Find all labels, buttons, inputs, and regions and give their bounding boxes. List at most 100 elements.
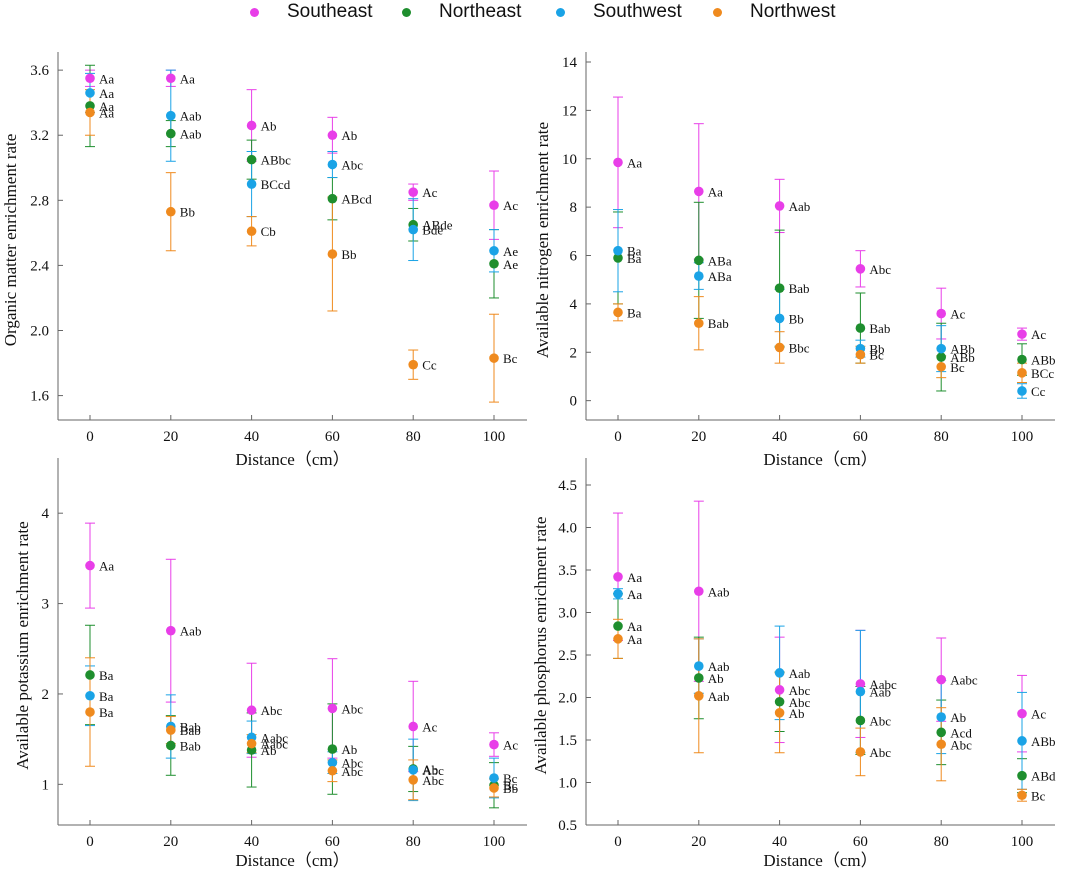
point-label-southwest: Aa xyxy=(99,86,114,101)
x-tick-label: 60 xyxy=(325,429,340,445)
point-label-northwest: Bab xyxy=(180,723,201,738)
point-label-southwest: Aab xyxy=(789,666,811,681)
y-tick-label: 3.2 xyxy=(30,128,49,144)
point-southwest xyxy=(936,343,946,354)
y-tick-label: 2.5 xyxy=(558,648,577,664)
point-label-southwest: Aa xyxy=(627,587,642,602)
point-southeast xyxy=(408,721,419,732)
point-label-southwest: Aab xyxy=(708,659,730,674)
point-label-northeast: ABde xyxy=(422,218,453,233)
y-tick-label: 2 xyxy=(42,687,50,703)
point-label-southwest: Aab xyxy=(180,109,202,124)
x-tick-label: 0 xyxy=(86,834,94,850)
point-label-southeast: Ac xyxy=(422,719,437,734)
x-tick-label: 40 xyxy=(244,834,259,850)
point-label-southwest: Abc xyxy=(341,158,363,173)
point-label-northeast: Abc xyxy=(789,695,811,710)
x-tick-label: 20 xyxy=(163,429,178,445)
point-southwest xyxy=(1017,386,1027,396)
point-northeast xyxy=(85,670,95,680)
x-tick-label: 20 xyxy=(163,834,178,850)
point-southeast xyxy=(936,308,946,319)
point-northwest xyxy=(408,359,419,370)
point-southwest xyxy=(855,686,866,697)
point-northeast xyxy=(613,621,623,631)
point-northwest xyxy=(85,107,95,118)
point-label-northeast: ABcd xyxy=(341,192,372,207)
point-label-southwest: Aabc xyxy=(261,730,289,745)
point-label-southwest: Bb xyxy=(869,342,884,357)
legend-label-southwest: Southwest xyxy=(593,1,682,22)
point-label-northeast: Ab xyxy=(261,743,277,758)
point-label-southwest: ABa xyxy=(708,269,732,284)
point-label-southwest: Ba xyxy=(627,244,642,259)
x-tick-label: 100 xyxy=(1011,429,1034,445)
point-label-southwest: Aab xyxy=(869,685,891,700)
point-label-northeast: Ba xyxy=(627,251,642,266)
point-label-northeast: Aab xyxy=(180,127,202,142)
y-tick-label: 2.0 xyxy=(558,691,577,707)
y-tick-label: 4 xyxy=(570,297,578,313)
point-northeast xyxy=(246,154,257,165)
point-southwest xyxy=(694,271,704,281)
point-label-northeast: Bab xyxy=(869,321,890,336)
point-label-northeast: ABa xyxy=(708,253,732,268)
point-southwest xyxy=(489,773,499,783)
point-northeast xyxy=(774,283,785,293)
point-northeast xyxy=(936,352,946,362)
point-northwest xyxy=(246,738,257,749)
x-tick-label: 80 xyxy=(934,429,949,445)
point-label-southeast: Ac xyxy=(950,307,965,322)
point-northeast xyxy=(1017,354,1027,365)
point-northeast xyxy=(1017,770,1027,781)
point-label-northeast: Ae xyxy=(503,257,518,272)
x-tick-label: 20 xyxy=(691,429,706,445)
x-tick-label: 20 xyxy=(691,834,706,850)
y-tick-label: 3.5 xyxy=(558,563,577,579)
point-northwest xyxy=(855,349,866,360)
point-label-southeast: Ab xyxy=(261,118,277,133)
y-axis-label: Available potassium enrichment rate xyxy=(13,521,32,769)
point-label-southeast: Abc xyxy=(261,703,283,718)
point-southwest xyxy=(613,245,623,256)
y-tick-label: 2.8 xyxy=(30,193,49,209)
point-southwest xyxy=(408,224,419,235)
point-label-northwest: Bc xyxy=(503,351,518,366)
point-southwest xyxy=(936,712,946,722)
point-label-southwest: BCcd xyxy=(261,177,291,192)
point-southeast xyxy=(613,157,623,168)
point-southeast xyxy=(489,739,499,750)
point-label-northwest: Cb xyxy=(261,224,276,239)
point-label-northeast: ABd xyxy=(1031,769,1056,784)
point-southeast xyxy=(327,130,338,141)
legend-marker-southeast xyxy=(250,7,259,17)
legend-marker-northwest xyxy=(713,7,722,17)
point-label-southeast: Ac xyxy=(422,185,437,200)
point-label-southeast: Aa xyxy=(627,570,642,585)
legend-item-northeast: Northeast xyxy=(402,0,521,24)
point-label-southwest: Ae xyxy=(503,244,518,259)
point-southeast xyxy=(408,187,419,197)
y-tick-label: 1.6 xyxy=(30,389,49,405)
point-label-southeast: Ac xyxy=(503,198,518,213)
point-northwest xyxy=(1017,368,1027,378)
y-tick-label: 1.5 xyxy=(558,733,577,749)
point-southeast xyxy=(774,201,785,211)
point-northeast xyxy=(166,740,176,751)
point-southwest xyxy=(166,110,176,121)
y-tick-label: 2 xyxy=(570,345,578,361)
point-northwest xyxy=(774,708,785,718)
y-tick-label: 2.4 xyxy=(30,258,49,274)
y-tick-label: 6 xyxy=(570,249,578,265)
point-southeast xyxy=(489,200,499,210)
point-label-southwest: ABb xyxy=(1031,734,1056,749)
x-tick-label: 60 xyxy=(325,834,340,850)
point-label-northwest: Cc xyxy=(422,358,437,373)
point-label-northwest: Ba xyxy=(627,305,642,320)
point-southeast xyxy=(327,703,338,714)
point-label-southeast: Ac xyxy=(1031,327,1046,342)
point-label-northeast: ABb xyxy=(950,350,975,365)
point-southwest xyxy=(489,245,499,256)
point-label-northwest: Abc xyxy=(950,737,972,752)
